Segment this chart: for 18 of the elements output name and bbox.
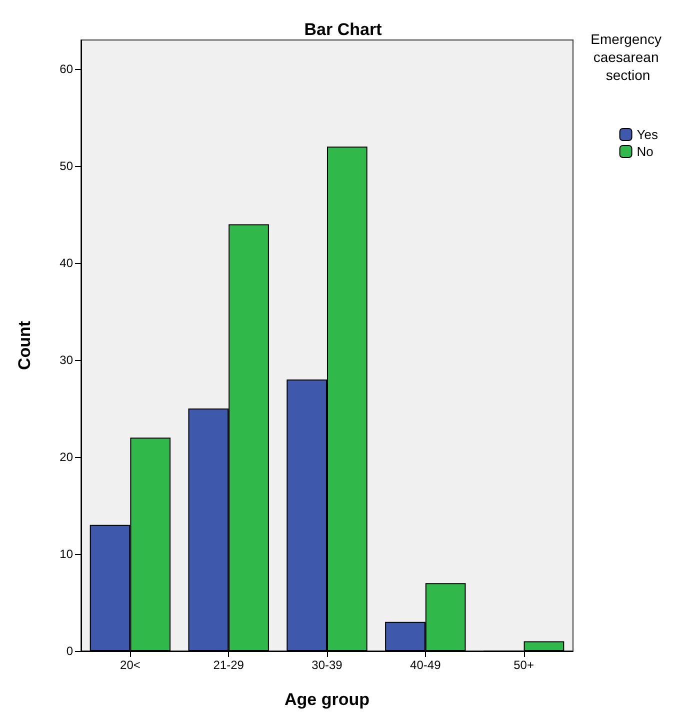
y-tick-label: 40: [60, 256, 74, 270]
x-tick-label: 20<: [120, 658, 140, 672]
legend-title: Emergency caesarean section: [590, 31, 666, 83]
x-tick-label: 40-49: [410, 658, 442, 672]
x-axis-title: Age group: [284, 690, 370, 709]
y-axis-title: Count: [15, 320, 34, 370]
x-tick-label: 30-39: [312, 658, 343, 672]
legend-label: No: [636, 144, 654, 159]
y-tick-label: 0: [66, 644, 74, 658]
chart-title: Bar Chart: [304, 20, 382, 39]
y-tick-label: 60: [60, 62, 74, 76]
x-tick-label: 21-29: [213, 658, 244, 672]
y-tick-label: 10: [60, 547, 74, 562]
y-tick-label: 50: [60, 159, 74, 174]
y-tick-label: 20: [60, 450, 74, 464]
legend-label: Yes: [636, 127, 658, 142]
x-tick-label: 50+: [514, 658, 534, 672]
y-tick-label: 30: [60, 353, 74, 368]
